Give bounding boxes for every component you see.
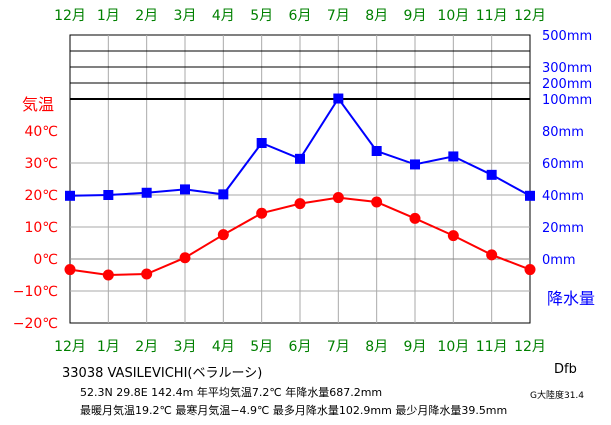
- temperature-tick-label: −10℃: [13, 284, 58, 300]
- station-summary-line-2: 最暖月気温19.2℃ 最寒月気温−4.9℃ 最多月降水量102.9mm 最少月降…: [80, 404, 508, 417]
- temperature-point: [332, 192, 344, 204]
- precipitation-tick-label: 500mm: [542, 29, 592, 44]
- temperature-tick-label: 10℃: [24, 220, 58, 236]
- temperature-point: [256, 207, 268, 219]
- temperature-tick-label: 30℃: [24, 156, 58, 172]
- precipitation-series: [65, 93, 535, 201]
- temperature-point: [486, 249, 498, 261]
- temperature-tick-label: 40℃: [24, 124, 58, 140]
- month-label: 9月: [404, 8, 427, 24]
- precipitation-tick-label: 0mm: [542, 253, 576, 268]
- precipitation-tick-label: 40mm: [542, 189, 584, 204]
- month-label: 5月: [250, 339, 273, 355]
- precipitation-point: [371, 146, 382, 156]
- temperature-point: [64, 264, 76, 276]
- temperature-tick-label: 20℃: [24, 188, 58, 204]
- month-label: 3月: [174, 8, 197, 24]
- month-labels-bottom: 12月 1月 2月 3月 4月 5月 6月 7月 8月 9月 10月 11月 12月: [54, 339, 546, 355]
- month-label: 8月: [365, 339, 388, 355]
- month-label: 12月: [54, 339, 86, 355]
- series-layer: [64, 93, 536, 281]
- month-label: 10月: [437, 339, 469, 355]
- climate-classification: Dfb: [554, 362, 577, 377]
- station-name: 33038 VASILEVICHI(ベラルーシ): [62, 366, 263, 381]
- precipitation-tick-label: 80mm: [542, 125, 584, 140]
- precipitation-point: [218, 189, 229, 200]
- month-label: 12月: [514, 339, 546, 355]
- month-label: 12月: [514, 8, 546, 24]
- precipitation-tick-label: 100mm: [542, 93, 592, 108]
- chart-grid: [69, 34, 531, 324]
- precipitation-tick-label: 20mm: [542, 221, 584, 236]
- temperature-point: [102, 269, 114, 281]
- month-label: 10月: [437, 8, 469, 24]
- temperature-tick-label: −20℃: [13, 316, 58, 332]
- precipitation-point: [448, 151, 459, 162]
- month-labels-top: 12月 1月 2月 3月 4月 5月 6月 7月 8月 9月 10月 11月 12月: [54, 8, 546, 24]
- precipitation-point: [410, 159, 420, 170]
- precipitation-point: [65, 190, 75, 201]
- month-label: 6月: [289, 339, 312, 355]
- temperature-point: [179, 252, 191, 264]
- month-label: 2月: [135, 8, 158, 24]
- temperature-series: [64, 192, 536, 281]
- temperature-tick-label: 0℃: [33, 252, 58, 268]
- precipitation-point: [103, 190, 114, 200]
- precipitation-tick-label: 200mm: [542, 77, 592, 92]
- precipitation-point: [180, 184, 190, 195]
- month-label: 11月: [476, 8, 508, 24]
- precipitation-tick-label: 300mm: [542, 61, 592, 76]
- month-label: 8月: [365, 8, 388, 24]
- month-label: 9月: [404, 339, 427, 355]
- month-label: 11月: [476, 339, 508, 355]
- precipitation-point: [256, 138, 267, 148]
- month-label: 4月: [212, 8, 235, 24]
- month-label: 6月: [289, 8, 312, 24]
- precipitation-point: [141, 187, 152, 198]
- month-label: 2月: [135, 339, 158, 355]
- month-label: 3月: [174, 339, 197, 355]
- temperature-tick-labels: 40℃ 30℃ 20℃ 10℃ 0℃ −10℃ −20℃: [13, 124, 58, 332]
- month-label: 1月: [97, 8, 120, 24]
- temperature-point: [447, 230, 459, 242]
- precipitation-point: [525, 190, 535, 201]
- month-label: 1月: [97, 339, 120, 355]
- temperature-point: [409, 212, 421, 224]
- month-label: 4月: [212, 339, 235, 355]
- temperature-point: [217, 229, 229, 241]
- precipitation-point: [486, 169, 497, 180]
- month-label: 5月: [250, 8, 273, 24]
- precipitation-axis-label: 降水量: [547, 289, 595, 308]
- month-label: 12月: [54, 8, 86, 24]
- temperature-point: [371, 196, 383, 208]
- temperature-point: [294, 198, 306, 210]
- month-label: 7月: [327, 339, 350, 355]
- precipitation-tick-label: 60mm: [542, 157, 584, 172]
- temperature-point: [524, 264, 536, 276]
- temperature-point: [141, 268, 153, 280]
- continentality-index: G大陸度31.4: [530, 391, 585, 401]
- precipitation-point: [295, 153, 305, 164]
- station-summary-line-1: 52.3N 29.8E 142.4m 年平均気温7.2℃ 年降水量687.2mm: [80, 386, 383, 399]
- precipitation-point: [333, 93, 344, 104]
- temperature-axis-label: 気温: [22, 95, 54, 114]
- month-label: 7月: [327, 8, 350, 24]
